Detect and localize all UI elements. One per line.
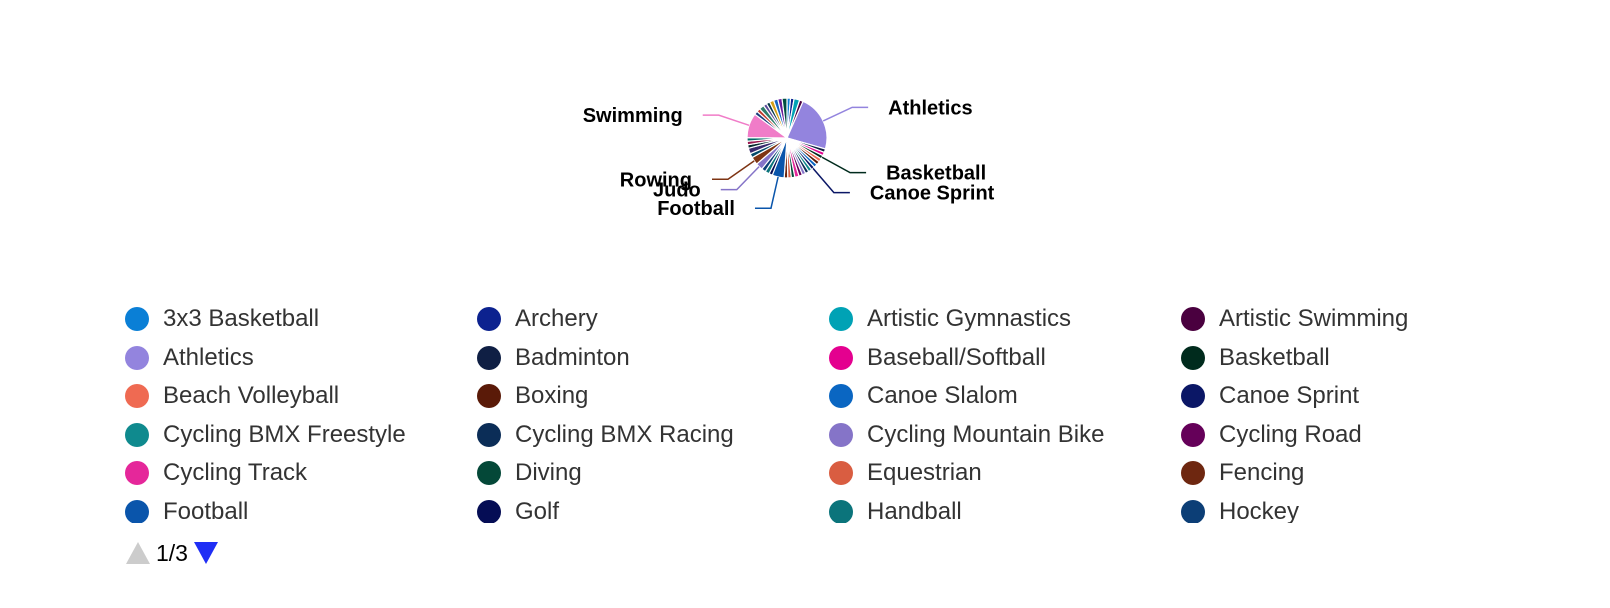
legend-swatch-icon bbox=[1181, 307, 1205, 332]
legend-item[interactable]: Badminton bbox=[477, 339, 829, 378]
legend-label: Equestrian bbox=[867, 459, 982, 487]
legend-swatch-icon bbox=[477, 422, 501, 447]
legend-swatch-icon bbox=[829, 307, 853, 332]
pie-slice-athletics[interactable] bbox=[786, 100, 828, 150]
legend-swatch-icon bbox=[477, 345, 501, 370]
legend-label: Boxing bbox=[515, 382, 589, 410]
legend-swatch-icon bbox=[477, 384, 501, 409]
legend-label: Canoe Slalom bbox=[867, 382, 1018, 410]
legend-item[interactable]: Cycling Mountain Bike bbox=[829, 416, 1181, 455]
legend-label: Hockey bbox=[1219, 497, 1300, 523]
pie-slice-wrestling[interactable] bbox=[781, 97, 788, 139]
pager-prev-arrow-icon[interactable] bbox=[126, 542, 150, 564]
legend-label: Artistic Gymnastics bbox=[867, 305, 1072, 333]
legend-swatch-icon bbox=[1181, 345, 1205, 370]
legend-swatch-icon bbox=[477, 461, 501, 486]
legend-pager: 1/3 bbox=[126, 540, 218, 566]
legend-label: Baseball/Softball bbox=[867, 343, 1046, 371]
legend-item[interactable]: Football bbox=[125, 493, 477, 523]
legend-swatch-icon bbox=[125, 345, 149, 370]
callout-label-football: Football bbox=[657, 198, 735, 220]
legend-swatch-icon bbox=[829, 345, 853, 370]
legend-swatch-icon bbox=[1181, 461, 1205, 486]
legend-swatch-icon bbox=[1181, 499, 1205, 523]
legend-label: Fencing bbox=[1219, 459, 1305, 487]
legend-item[interactable]: Golf bbox=[477, 493, 829, 523]
legend-swatch-icon bbox=[829, 461, 853, 486]
legend-label: Cycling Mountain Bike bbox=[867, 420, 1105, 448]
legend-item[interactable]: Athletics bbox=[125, 339, 477, 378]
callout-line-basketball bbox=[821, 156, 867, 174]
legend-label: Cycling BMX Racing bbox=[515, 420, 734, 448]
legend: 3x3 Basketball Archery Artistic Gymnastics… bbox=[125, 300, 1565, 523]
legend-item[interactable]: Diving bbox=[477, 454, 829, 493]
legend-label: Cycling BMX Freestyle bbox=[163, 420, 406, 448]
legend-item[interactable]: Beach Volleyball bbox=[125, 377, 477, 416]
legend-label: Canoe Sprint bbox=[1219, 382, 1360, 410]
legend-item[interactable]: Cycling BMX Freestyle bbox=[125, 416, 477, 455]
legend-item[interactable]: 3x3 Basketball bbox=[125, 300, 477, 339]
legend-item[interactable]: Boxing bbox=[477, 377, 829, 416]
callout-line-canoe-sprint bbox=[812, 167, 850, 194]
legend-label: Football bbox=[163, 497, 249, 523]
legend-item[interactable]: Handball bbox=[829, 493, 1181, 523]
callout-line-athletics bbox=[822, 106, 869, 122]
pager-page-indicator: 1/3 bbox=[156, 539, 188, 566]
legend-swatch-icon bbox=[1181, 384, 1205, 409]
legend-swatch-icon bbox=[125, 307, 149, 332]
callout-label-rowing: Rowing bbox=[620, 169, 692, 191]
callout-label-judo: Judo bbox=[653, 180, 701, 202]
callout-label-swimming: Swimming bbox=[583, 105, 683, 127]
callout-line-rowing bbox=[712, 160, 755, 181]
callout-line-swimming bbox=[702, 114, 750, 127]
legend-label: Beach Volleyball bbox=[163, 382, 340, 410]
legend-item[interactable]: Archery bbox=[477, 300, 829, 339]
legend-swatch-icon bbox=[125, 422, 149, 447]
legend-swatch-icon bbox=[829, 384, 853, 409]
legend-label: 3x3 Basketball bbox=[163, 305, 320, 333]
legend-swatch-icon bbox=[477, 499, 501, 523]
callout-line-judo bbox=[720, 166, 760, 191]
legend-label: Badminton bbox=[515, 343, 630, 371]
legend-label: Athletics bbox=[163, 343, 254, 371]
legend-item[interactable]: Hockey bbox=[1181, 493, 1533, 523]
legend-label: Handball bbox=[867, 497, 962, 523]
callout-label-basketball: Basketball bbox=[886, 163, 986, 185]
legend-item[interactable]: Fencing bbox=[1181, 454, 1533, 493]
legend-label: Basketball bbox=[1219, 343, 1330, 371]
legend-swatch-icon bbox=[829, 499, 853, 523]
pager-next-arrow-icon[interactable] bbox=[193, 542, 218, 564]
legend-swatch-icon bbox=[125, 384, 149, 409]
legend-label: Archery bbox=[515, 305, 598, 333]
legend-label: Golf bbox=[515, 497, 560, 523]
legend-item[interactable]: Cycling BMX Racing bbox=[477, 416, 829, 455]
legend-item[interactable]: Cycling Track bbox=[125, 454, 477, 493]
legend-item[interactable]: Basketball bbox=[1181, 339, 1533, 378]
legend-item[interactable]: Artistic Gymnastics bbox=[829, 300, 1181, 339]
legend-label: Cycling Track bbox=[163, 459, 308, 487]
legend-item[interactable]: Artistic Swimming bbox=[1181, 300, 1533, 339]
legend-label: Cycling Road bbox=[1219, 420, 1362, 448]
legend-swatch-icon bbox=[1181, 422, 1205, 447]
legend-label: Artistic Swimming bbox=[1219, 305, 1409, 333]
legend-item[interactable]: Canoe Sprint bbox=[1181, 377, 1533, 416]
legend-swatch-icon bbox=[477, 307, 501, 332]
callout-label-canoe-sprint: Canoe Sprint bbox=[870, 183, 995, 205]
legend-item[interactable]: Baseball/Softball bbox=[829, 339, 1181, 378]
legend-swatch-icon bbox=[125, 461, 149, 486]
legend-swatch-icon bbox=[829, 422, 853, 447]
callout-label-athletics: Athletics bbox=[888, 97, 972, 119]
legend-item[interactable]: Canoe Slalom bbox=[829, 377, 1181, 416]
legend-item[interactable]: Equestrian bbox=[829, 454, 1181, 493]
legend-label: Diving bbox=[515, 459, 582, 487]
callout-line-football bbox=[754, 176, 779, 209]
legend-item[interactable]: Cycling Road bbox=[1181, 416, 1533, 455]
legend-swatch-icon bbox=[125, 499, 149, 523]
